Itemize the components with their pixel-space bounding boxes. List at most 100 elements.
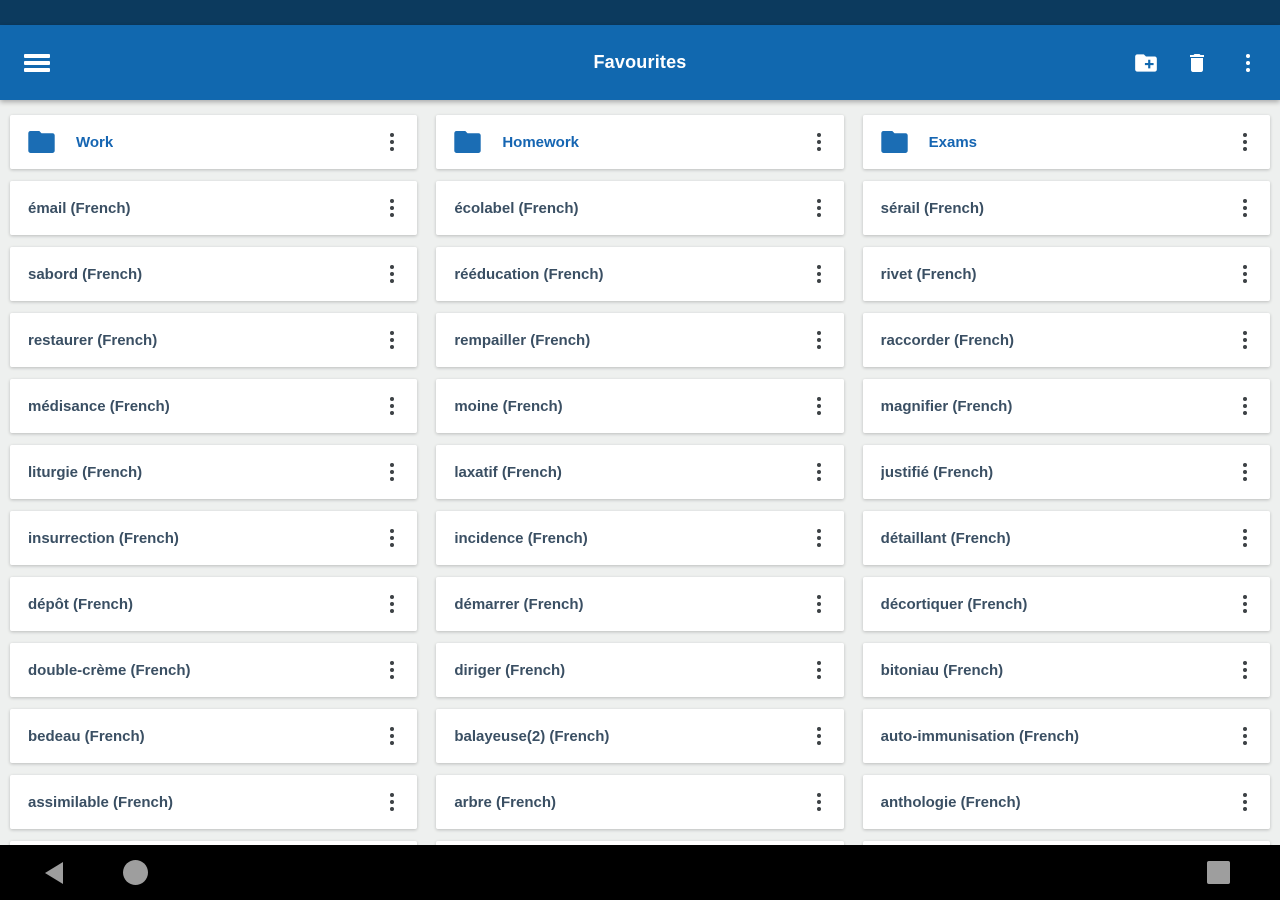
favourite-word-row[interactable]: médisance (French) [10, 379, 418, 433]
favourite-word-row[interactable]: restaurer (French) [10, 313, 418, 367]
item-overflow-icon[interactable] [809, 787, 829, 817]
folder-icon [28, 131, 55, 153]
item-overflow-dots [390, 529, 395, 547]
favourite-word-row[interactable]: balayeuse(2) (French) [436, 709, 844, 763]
item-overflow-icon[interactable] [809, 193, 829, 223]
item-overflow-icon[interactable] [809, 259, 829, 289]
favourites-column: Exams sérail (French) rivet (French) rac… [862, 115, 1270, 845]
overflow-menu-icon[interactable] [1235, 50, 1261, 76]
favourite-word-row[interactable]: raccorder (French) [862, 313, 1270, 367]
item-overflow-icon[interactable] [382, 523, 402, 553]
item-overflow-icon[interactable] [1235, 787, 1255, 817]
overflow-dots [1246, 53, 1250, 72]
back-icon[interactable] [36, 845, 72, 900]
item-overflow-dots [390, 793, 395, 811]
item-overflow-icon[interactable] [1235, 655, 1255, 685]
item-overflow-icon[interactable] [1235, 325, 1255, 355]
item-overflow-dots [816, 727, 821, 745]
item-overflow-dots [816, 133, 821, 151]
favourite-word-row[interactable]: auto-immunisation (French) [862, 709, 1270, 763]
item-overflow-icon[interactable] [382, 259, 402, 289]
favourite-word-row[interactable]: assimilable (French) [10, 775, 418, 829]
item-overflow-icon[interactable] [1235, 457, 1255, 487]
word-label: insurrection (French) [28, 529, 179, 547]
favourite-word-row[interactable]: diriger (French) [436, 643, 844, 697]
favourite-word-row[interactable]: émail (French) [10, 181, 418, 235]
word-label: rééducation (French) [454, 265, 604, 283]
item-overflow-icon[interactable] [809, 325, 829, 355]
item-overflow-icon[interactable] [809, 721, 829, 751]
recents-icon[interactable] [1196, 845, 1240, 900]
item-overflow-icon[interactable] [809, 127, 829, 157]
item-overflow-icon[interactable] [382, 391, 402, 421]
favourite-word-row[interactable]: insurrection (French) [10, 511, 418, 565]
item-overflow-icon[interactable] [1235, 589, 1255, 619]
item-overflow-icon[interactable] [1235, 127, 1255, 157]
favourite-word-row[interactable]: détaillant (French) [862, 511, 1270, 565]
favourite-word-row[interactable]: arbre (French) [436, 775, 844, 829]
favourite-word-row[interactable]: rivet (French) [862, 247, 1270, 301]
item-overflow-dots [1242, 529, 1247, 547]
favourite-word-row[interactable]: bitoniau (French) [862, 643, 1270, 697]
item-overflow-icon[interactable] [382, 325, 402, 355]
favourite-word-row[interactable]: incidence (French) [436, 511, 844, 565]
favourite-word-row[interactable]: laxatif (French) [436, 445, 844, 499]
item-overflow-icon[interactable] [809, 457, 829, 487]
item-overflow-dots [816, 199, 821, 217]
folder-row[interactable]: Work [10, 115, 418, 169]
favourite-word-row[interactable]: décortiquer (French) [862, 577, 1270, 631]
favourite-word-row[interactable]: dépôt (French) [10, 577, 418, 631]
item-overflow-icon[interactable] [1235, 391, 1255, 421]
delete-icon[interactable] [1184, 50, 1210, 76]
item-overflow-icon[interactable] [382, 457, 402, 487]
word-label: bedeau (French) [28, 727, 145, 745]
item-overflow-icon[interactable] [809, 391, 829, 421]
folder-icon [454, 131, 482, 153]
item-overflow-dots [390, 727, 395, 745]
favourite-word-row[interactable]: moine (French) [436, 379, 844, 433]
item-overflow-icon[interactable] [382, 193, 402, 223]
word-label: dépôt (French) [28, 595, 133, 613]
next-row-partial [10, 841, 418, 845]
item-overflow-icon[interactable] [382, 589, 402, 619]
create-folder-icon[interactable] [1133, 50, 1159, 76]
favourite-word-row[interactable]: sérail (French) [862, 181, 1270, 235]
item-overflow-icon[interactable] [382, 721, 402, 751]
item-overflow-dots [1242, 661, 1247, 679]
item-overflow-dots [816, 595, 821, 613]
favourite-word-row[interactable]: magnifier (French) [862, 379, 1270, 433]
favourite-word-row[interactable]: liturgie (French) [10, 445, 418, 499]
item-overflow-icon[interactable] [382, 787, 402, 817]
favourite-word-row[interactable]: démarrer (French) [436, 577, 844, 631]
word-label: magnifier (French) [880, 397, 1013, 415]
item-overflow-icon[interactable] [1235, 523, 1255, 553]
item-overflow-icon[interactable] [382, 127, 402, 157]
folder-row[interactable]: Homework [436, 115, 844, 169]
favourite-word-row[interactable]: justifié (French) [862, 445, 1270, 499]
item-overflow-icon[interactable] [1235, 193, 1255, 223]
hamburger-bar [24, 67, 50, 72]
folder-row[interactable]: Exams [862, 115, 1270, 169]
item-overflow-icon[interactable] [382, 655, 402, 685]
favourite-word-row[interactable]: rééducation (French) [436, 247, 844, 301]
item-overflow-icon[interactable] [1235, 259, 1255, 289]
favourite-word-row[interactable]: bedeau (French) [10, 709, 418, 763]
home-icon[interactable] [115, 845, 155, 900]
word-label: assimilable (French) [28, 793, 174, 811]
item-overflow-icon[interactable] [1235, 721, 1255, 751]
word-label: anthologie (French) [880, 793, 1021, 811]
item-overflow-icon[interactable] [809, 523, 829, 553]
item-overflow-dots [1242, 397, 1247, 415]
favourite-word-row[interactable]: écolabel (French) [436, 181, 844, 235]
word-label: arbre (French) [454, 793, 557, 811]
word-label: justifié (French) [880, 463, 994, 481]
item-overflow-dots [390, 265, 395, 283]
item-overflow-icon[interactable] [809, 655, 829, 685]
favourite-word-row[interactable]: sabord (French) [10, 247, 418, 301]
favourite-word-row[interactable]: rempailler (French) [436, 313, 844, 367]
item-overflow-dots [816, 331, 821, 349]
hamburger-menu-icon[interactable] [24, 51, 50, 75]
favourite-word-row[interactable]: double-crème (French) [10, 643, 418, 697]
favourite-word-row[interactable]: anthologie (French) [862, 775, 1270, 829]
item-overflow-icon[interactable] [809, 589, 829, 619]
